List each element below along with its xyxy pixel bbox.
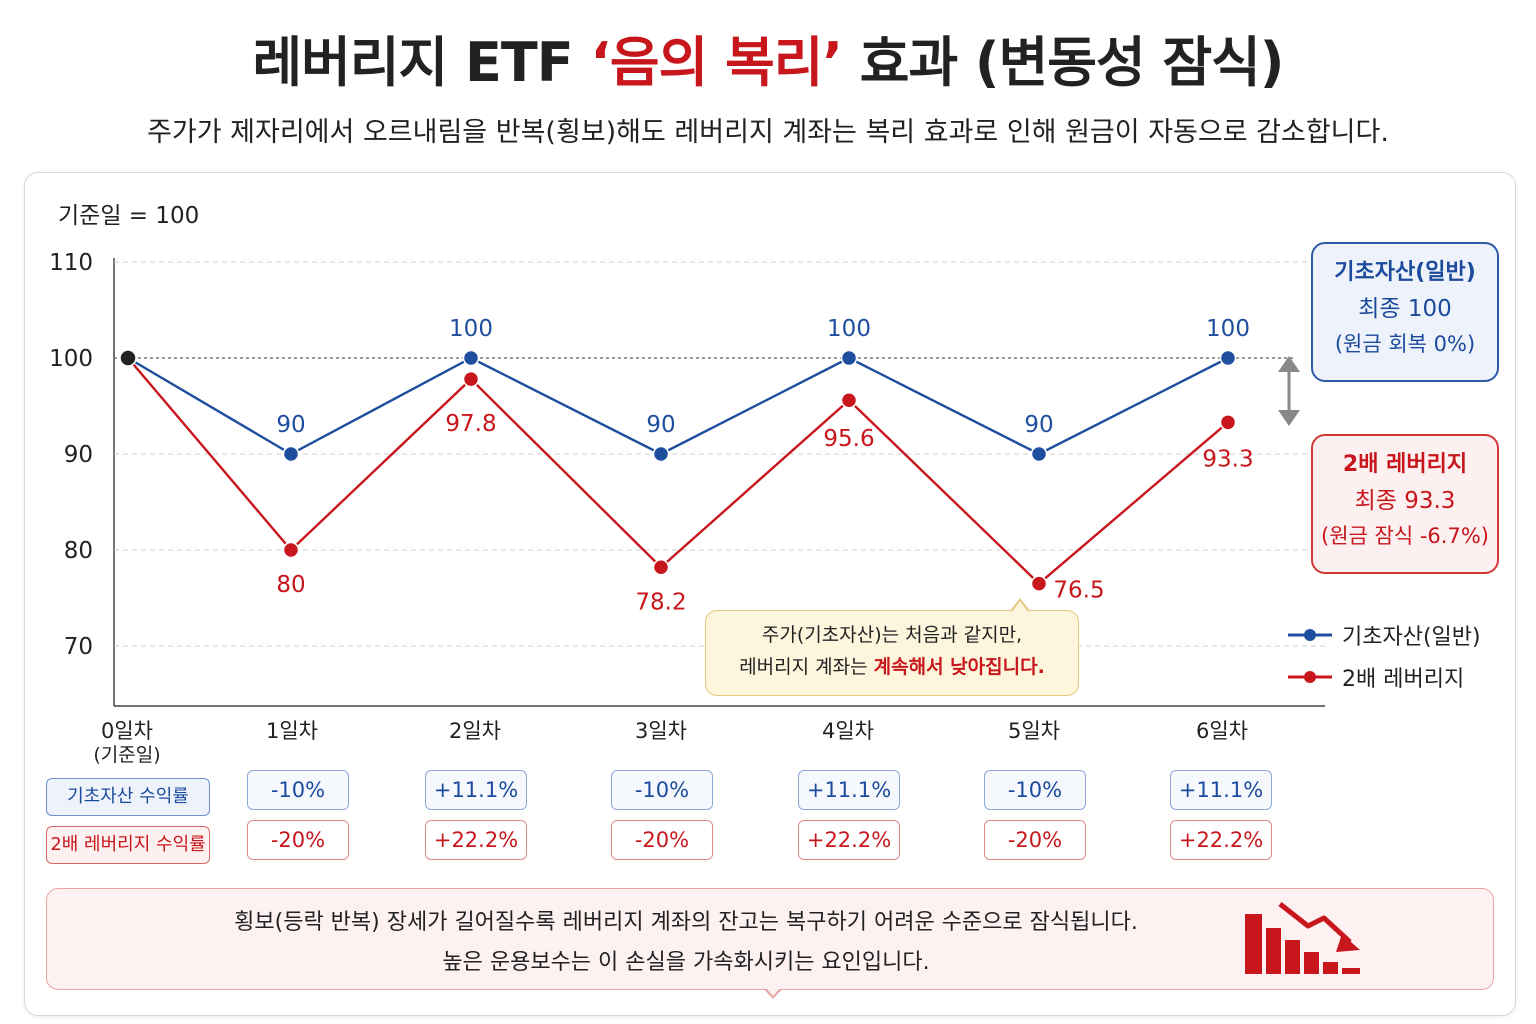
data-label-0-2: 100 xyxy=(449,316,493,342)
day-label-6: 6일차 xyxy=(1195,719,1248,743)
day-label-0-sub: (기준일) xyxy=(93,744,161,767)
leveraged-summary-note: (원금 잠식 -6.7%) xyxy=(1321,523,1489,548)
legend-item-underlying: 기초자산(일반) xyxy=(1288,614,1481,656)
callout-pointer-fill xyxy=(1012,601,1028,612)
callout-line-2-prefix: 레버리지 계좌는 xyxy=(739,656,874,679)
leveraged-return-day-3: -20% xyxy=(611,820,713,860)
underlying-return-day-5: -10% xyxy=(984,770,1086,810)
data-point-0-6 xyxy=(1219,349,1237,367)
callout-line-2-highlight: 계속해서 낮아집니다. xyxy=(873,656,1045,679)
data-label-0-1: 90 xyxy=(276,412,305,438)
data-label-1-3: 78.2 xyxy=(635,589,686,615)
underlying-return-day-6: +11.1% xyxy=(1170,770,1272,810)
conclusion-note-line-1: 횡보(등락 반복) 장세가 길어질수록 레버리지 계좌의 잔고는 복구하기 어려… xyxy=(234,910,1138,935)
day-label-0: 0일차 (기준일) xyxy=(57,718,197,768)
data-point-1-4 xyxy=(840,391,858,409)
legend-label-leveraged: 2배 레버리지 xyxy=(1342,667,1465,692)
leveraged-return-day-1: -20% xyxy=(247,820,349,860)
legend-marker-underlying-icon xyxy=(1288,629,1332,641)
base-label: 기준일 = 100 xyxy=(58,203,200,229)
data-point-0-3 xyxy=(652,445,670,463)
day-label-5: 5일차 xyxy=(1007,719,1060,743)
conclusion-note-line-2: 높은 운용보수는 이 손실을 가속화시키는 요인입니다. xyxy=(442,950,930,975)
data-point-1-0 xyxy=(119,349,137,367)
underlying-summary-final: 최종 100 xyxy=(1358,296,1452,323)
y-tick-label-90: 90 xyxy=(64,442,93,468)
data-point-1-6 xyxy=(1219,414,1237,431)
callout-box: 주가(기초자산)는 처음과 같지만, 레버리지 계좌는 계속해서 낮아집니다. xyxy=(705,610,1079,696)
day-label-3: 3일차 xyxy=(634,719,687,743)
underlying-return-day-4: +11.1% xyxy=(798,770,900,810)
day-label-0-text: 0일차 xyxy=(100,719,153,743)
data-point-1-1 xyxy=(282,541,300,559)
gap-arrow-down-icon xyxy=(1278,410,1300,426)
day-label-4: 4일차 xyxy=(821,719,874,743)
y-tick-label-70: 70 xyxy=(64,634,93,660)
leveraged-summary-final: 최종 93.3 xyxy=(1354,488,1456,515)
leveraged-return-day-4: +22.2% xyxy=(798,820,900,860)
underlying-return-row-label: 기초자산 수익률 xyxy=(46,778,210,816)
leveraged-summary-title: 2배 레버리지 xyxy=(1342,452,1468,477)
day-label-1: 1일차 xyxy=(265,719,318,743)
underlying-return-day-2: +11.1% xyxy=(425,770,527,810)
data-label-0-4: 100 xyxy=(827,316,871,342)
title-prefix: 레버리지 ETF xyxy=(252,31,591,94)
chart-legend: 기초자산(일반) 2배 레버리지 xyxy=(1288,614,1481,698)
underlying-return-day-1: -10% xyxy=(247,770,349,810)
data-point-0-4 xyxy=(840,349,858,367)
underlying-summary-box: 기초자산(일반) 최종 100 (원금 회복 0%) xyxy=(1311,242,1499,382)
y-tick-label-80: 80 xyxy=(64,538,93,564)
data-point-0-5 xyxy=(1030,445,1048,463)
title-suffix: 효과 (변동성 잠식) xyxy=(841,31,1285,94)
leveraged-summary-box: 2배 레버리지 최종 93.3 (원금 잠식 -6.7%) xyxy=(1311,434,1499,574)
page-subtitle: 주가가 제자리에서 오르내림을 반복(횡보)해도 레버리지 계좌는 복리 효과로… xyxy=(147,117,1389,148)
data-point-1-5 xyxy=(1030,575,1048,592)
leveraged-return-row-label: 2배 레버리지 수익률 xyxy=(46,826,210,864)
data-point-0-2 xyxy=(462,349,480,367)
data-point-0-1 xyxy=(282,445,300,463)
data-label-1-1: 80 xyxy=(276,572,305,598)
callout-line-1: 주가(기초자산)는 처음과 같지만, xyxy=(761,624,1023,646)
legend-label-underlying: 기초자산(일반) xyxy=(1342,625,1481,650)
page-title: 레버리지 ETF ‘음의 복리’ 효과 (변동성 잠식) xyxy=(0,18,1536,97)
chart-panel xyxy=(24,172,1516,1016)
data-label-1-2: 97.8 xyxy=(445,411,496,437)
declining-bar-chart-icon xyxy=(1245,902,1360,974)
y-tick-label-100: 100 xyxy=(49,346,93,372)
data-point-1-2 xyxy=(462,370,480,388)
underlying-summary-title: 기초자산(일반) xyxy=(1334,260,1476,285)
title-highlight: ‘음의 복리’ xyxy=(590,31,843,94)
leveraged-return-day-6: +22.2% xyxy=(1170,820,1272,860)
leveraged-return-day-2: +22.2% xyxy=(425,820,527,860)
underlying-summary-note: (원금 회복 0%) xyxy=(1334,331,1476,356)
callout-line-2: 레버리지 계좌는 계속해서 낮아집니다. xyxy=(706,651,1078,683)
series-line-0 xyxy=(127,356,1229,456)
note-pointer-fill xyxy=(764,986,782,996)
data-label-0-3: 90 xyxy=(646,412,675,438)
data-label-1-6: 93.3 xyxy=(1202,446,1253,472)
data-label-1-4: 95.6 xyxy=(823,426,874,452)
legend-item-leveraged: 2배 레버리지 xyxy=(1288,656,1481,698)
y-tick-label-110: 110 xyxy=(49,250,93,276)
legend-marker-leveraged-icon xyxy=(1288,671,1332,683)
day-label-2: 2일차 xyxy=(448,719,501,743)
leveraged-return-day-5: -20% xyxy=(984,820,1086,860)
data-label-0-6: 100 xyxy=(1206,316,1250,342)
gap-arrow-up-icon xyxy=(1278,356,1300,372)
data-point-1-3 xyxy=(652,559,670,576)
data-label-0-5: 90 xyxy=(1024,412,1053,438)
underlying-return-day-3: -10% xyxy=(611,770,713,810)
data-label-1-5: 76.5 xyxy=(1053,578,1104,604)
